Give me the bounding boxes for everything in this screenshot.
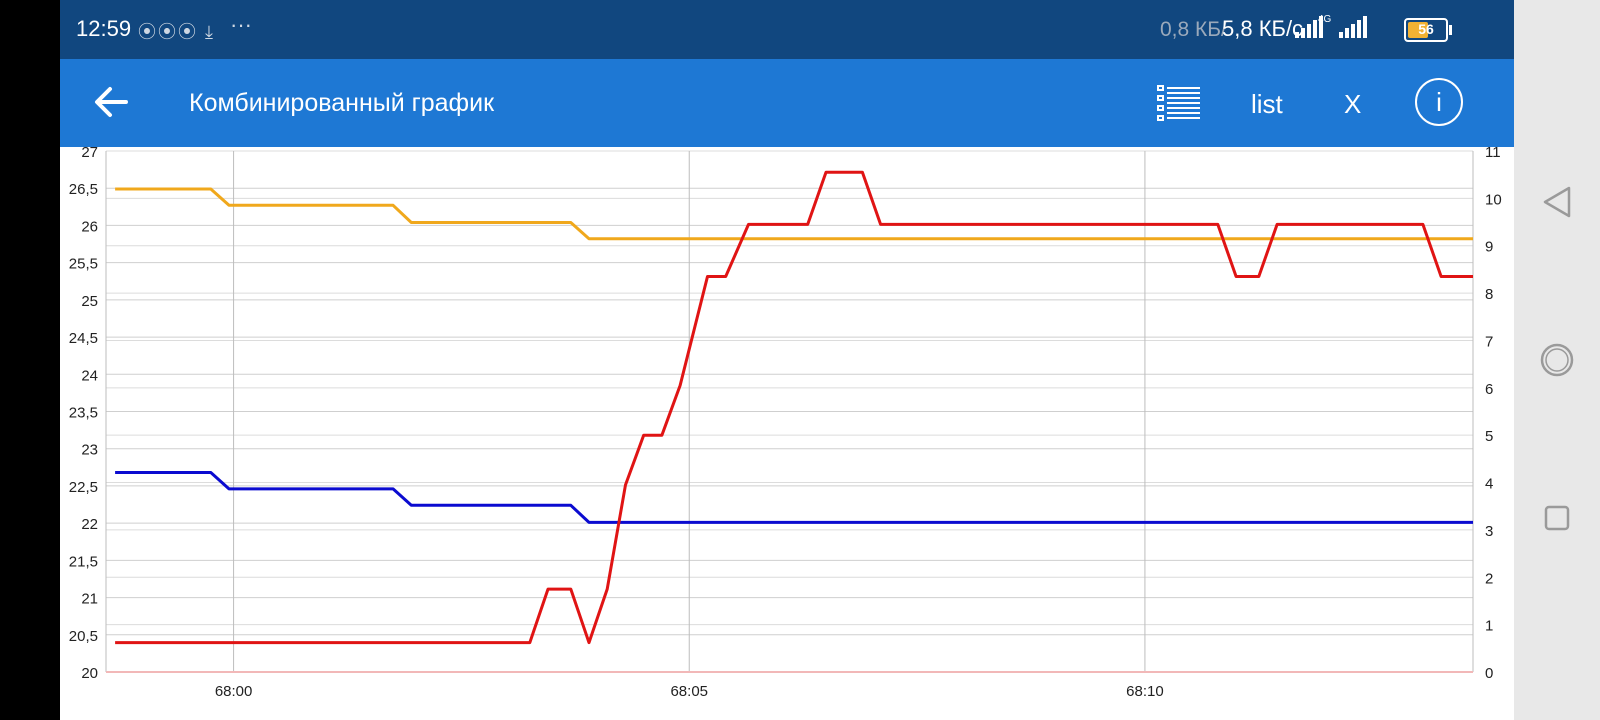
series-line-3 [115, 170, 1473, 645]
right-tick-label: 0 [1485, 665, 1493, 682]
left-tick-label: 21 [81, 591, 98, 608]
page-title: Комбинированный график [189, 89, 495, 117]
info-button[interactable]: i [1415, 78, 1463, 126]
series-line-1 [115, 187, 1473, 241]
left-tick-label: 25 [81, 293, 98, 310]
battery-nub [1449, 25, 1452, 35]
right-tick-label: 2 [1485, 570, 1493, 587]
right-tick-label: 10 [1485, 191, 1502, 208]
more-notifications-icon: ··· [230, 12, 252, 37]
back-button[interactable] [90, 81, 132, 123]
list-icon[interactable] [1157, 85, 1201, 121]
right-tick-label: 7 [1485, 333, 1493, 350]
left-tick-label: 20,5 [69, 628, 98, 645]
series-line-2 [115, 471, 1473, 524]
signal-icon [1295, 16, 1323, 38]
right-tick-label: 1 [1485, 618, 1493, 635]
network-type: 4G [1318, 14, 1332, 25]
right-tick-label: 11 [1485, 144, 1501, 161]
left-tick-label: 20 [81, 665, 98, 682]
chart-labels: 2020,52121,52222,52323,52424,52525,52626… [69, 144, 1502, 700]
left-tick-label: 24 [81, 367, 98, 384]
status-time: 12:59 [76, 16, 132, 41]
network-speed-secondary: 0,8 КБ/ [1160, 18, 1227, 41]
notification-icons: ⦿⦿⦿ ⤓ [138, 22, 215, 42]
left-tick-label: 23 [81, 442, 98, 459]
chart-series [115, 170, 1473, 645]
x-tick-label: 68:05 [670, 683, 708, 700]
combined-chart: 2020,52121,52222,52323,52424,52525,52626… [69, 144, 1502, 700]
left-tick-label: 22,5 [69, 479, 98, 496]
left-tick-label: 23,5 [69, 405, 98, 422]
signal-icon [1339, 16, 1367, 38]
close-button[interactable]: X [1344, 89, 1362, 119]
battery-icon: 56 [1404, 18, 1452, 42]
battery-fill [1408, 22, 1428, 38]
left-tick-label: 24,5 [69, 330, 98, 347]
left-tick-label: 26 [81, 218, 98, 235]
left-tick-label: 26,5 [69, 181, 98, 198]
right-tick-label: 4 [1485, 476, 1493, 493]
right-tick-label: 8 [1485, 286, 1493, 303]
right-tick-label: 5 [1485, 428, 1493, 445]
app-screen: 20 20,5 21 21,5 22 22,5 23 23,5 24 24,5 25 25,5 26 26… [60, 0, 1514, 720]
chart-grid [105, 150, 1474, 673]
battery-level: 56 [1418, 21, 1434, 37]
x-tick-label: 68:10 [1126, 683, 1164, 700]
right-tick-label: 6 [1485, 381, 1493, 398]
recents-square-icon[interactable] [1533, 494, 1581, 542]
system-nav-bar [1514, 0, 1600, 720]
right-tick-label: 3 [1485, 523, 1493, 540]
list-button[interactable]: list [1251, 89, 1283, 119]
arrow-left-icon [95, 87, 128, 117]
app-toolbar: Комбинированный график list X i [60, 59, 1514, 147]
back-triangle-icon[interactable] [1533, 178, 1581, 226]
network-speed: 5,8 КБ/с [1222, 16, 1304, 41]
x-tick-label: 68:00 [215, 683, 253, 700]
left-tick-label: 25,5 [69, 256, 98, 273]
left-tick-label: 22 [81, 516, 98, 533]
left-tick-label: 27 [81, 144, 98, 161]
status-bar: 12:59 ⦿⦿⦿ ⤓ ··· 0,8 КБ/ 5,8 КБ/с 4G 56 [60, 0, 1514, 59]
right-tick-label: 9 [1485, 239, 1493, 256]
left-tick-label: 21,5 [69, 553, 98, 570]
home-circle-icon[interactable] [1533, 336, 1581, 384]
